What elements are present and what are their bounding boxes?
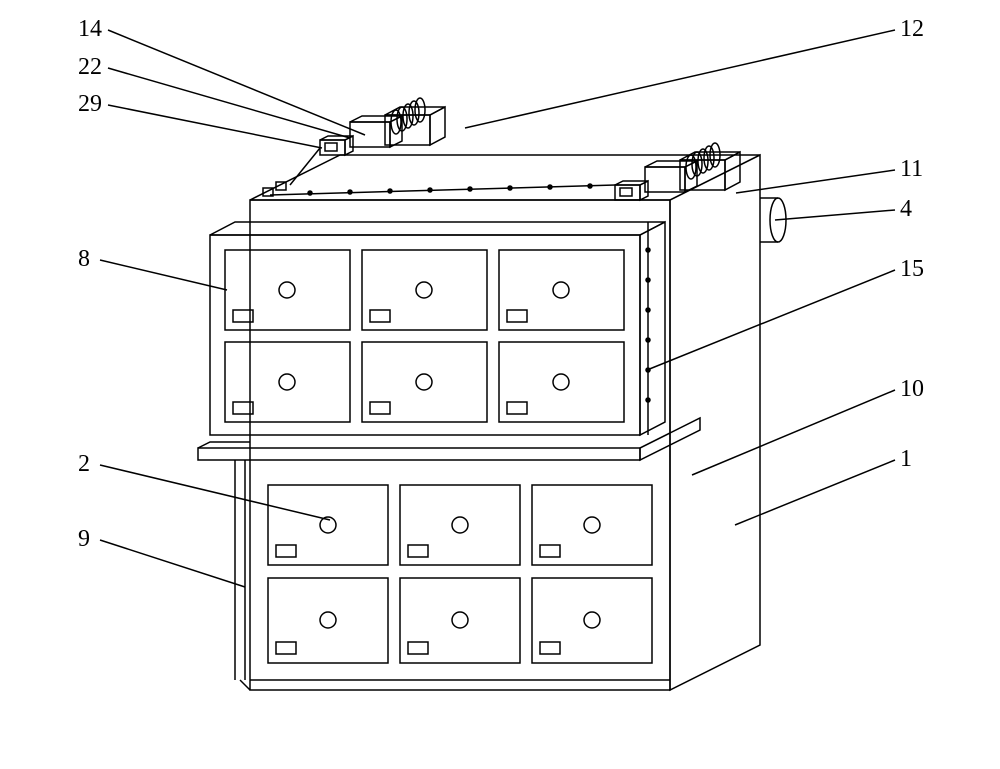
label-15: 15 [900, 256, 924, 283]
label-14: 14 [78, 16, 102, 43]
label-1: 1 [900, 446, 912, 473]
label-10: 10 [900, 376, 924, 403]
label-12: 12 [900, 16, 924, 43]
label-29: 29 [78, 91, 102, 118]
label-4: 4 [900, 196, 912, 223]
label-2: 2 [78, 451, 90, 478]
label-9: 9 [78, 526, 90, 553]
label-11: 11 [900, 156, 923, 183]
label-8: 8 [78, 246, 90, 273]
diagram-canvas [0, 0, 1000, 769]
label-22: 22 [78, 54, 102, 81]
